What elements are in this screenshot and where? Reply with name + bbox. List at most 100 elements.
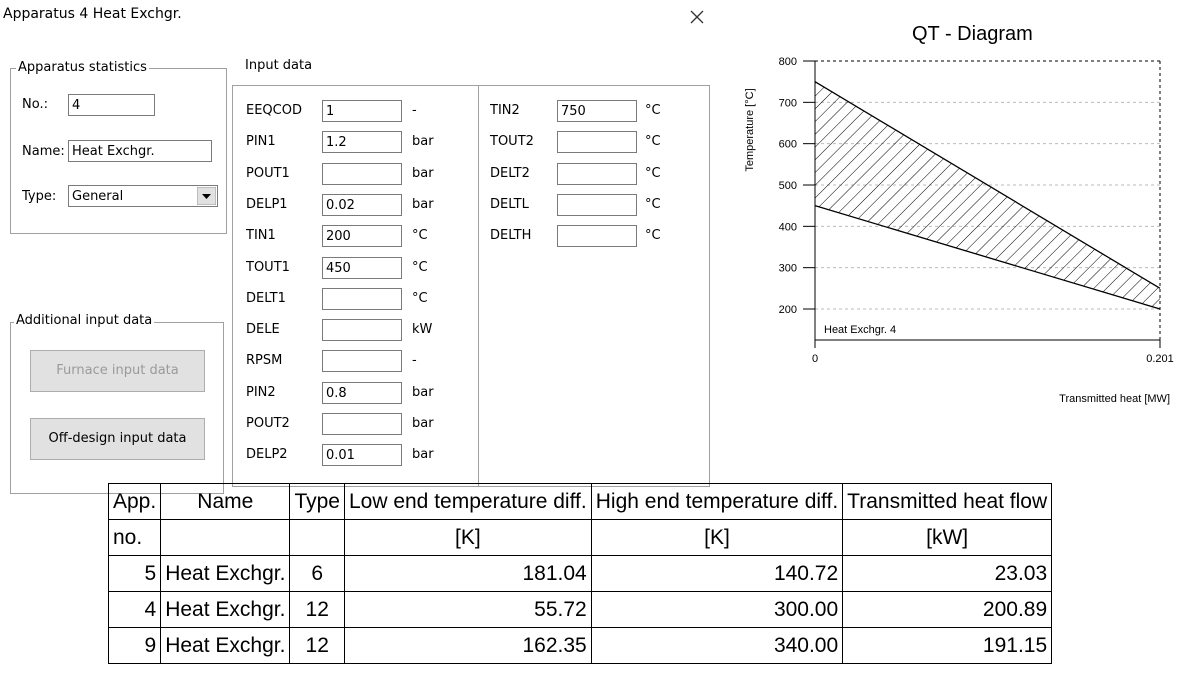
field-input[interactable]: 1.2 — [322, 131, 402, 154]
y-tick-label: 200 — [779, 304, 797, 316]
field-input[interactable] — [557, 162, 637, 185]
field-label: EEQCOD — [246, 103, 302, 118]
table-cell: High end temperature diff. — [590, 483, 844, 520]
y-tick-label: 800 — [779, 56, 797, 68]
field-input[interactable] — [322, 162, 402, 185]
field-input[interactable]: 0.02 — [322, 193, 402, 216]
x-tick-label: 0.201 — [1146, 353, 1174, 365]
y-tick-label: 500 — [779, 180, 797, 192]
annotation: Heat Exchgr. 4 — [824, 324, 896, 336]
field-unit: bar — [412, 196, 434, 212]
field-input[interactable] — [322, 413, 402, 435]
field-input[interactable]: 1 — [322, 100, 402, 122]
field-label: TOUT1 — [246, 259, 290, 275]
table-cell: 12 — [289, 627, 345, 664]
chart-title: QT - Diagram — [912, 23, 1033, 45]
field-unit: °C — [645, 196, 661, 212]
table-cell: 5 — [107, 555, 162, 592]
y-tick-label: 300 — [779, 263, 797, 275]
field-input[interactable] — [557, 131, 637, 154]
hatch-area — [815, 81, 1160, 310]
field-label: DELT1 — [246, 290, 286, 306]
window-title: Apparatus 4 Heat Exchgr. — [3, 6, 182, 22]
x-axis-label: Transmitted heat [MW] — [1059, 393, 1170, 405]
table-row: App. Name Type Low end temperature diff. Hig… — [107, 483, 1053, 520]
name-input[interactable]: Heat Exchgr. — [68, 140, 212, 162]
field-unit: bar — [412, 134, 434, 150]
field-input[interactable]: 0.01 — [322, 444, 402, 467]
field-unit: bar — [412, 447, 434, 463]
field-label: TIN2 — [490, 103, 520, 118]
field-unit: - — [412, 103, 417, 118]
group-title: Apparatus statistics — [16, 60, 149, 75]
table-cell: 181.04 — [343, 555, 592, 592]
field-input[interactable]: 750 — [557, 100, 637, 122]
table-cell: 191.15 — [842, 627, 1053, 664]
table-cell: Transmitted heat flow — [842, 483, 1053, 520]
group-title: Additional input data — [14, 313, 155, 328]
table-row: 5 Heat Exchgr. 6 181.04 140.72 23.03 — [107, 555, 1053, 592]
table-cell: 4 — [107, 591, 162, 628]
series-line — [814, 81, 1161, 289]
table-cell: 23.03 — [842, 555, 1053, 592]
field-input[interactable] — [322, 287, 402, 310]
table-cell: App. — [107, 483, 162, 520]
table-cell: 140.72 — [590, 555, 844, 592]
field-unit: °C — [412, 259, 428, 275]
table-cell: 55.72 — [343, 591, 592, 628]
table-cell: Heat Exchgr. — [160, 555, 291, 592]
table-cell: 162.35 — [343, 627, 592, 664]
table-cell: 300.00 — [590, 591, 844, 628]
table-row: 9 Heat Exchgr. 12 162.35 340.00 191.15 — [107, 627, 1053, 664]
x-tick-label: 0 — [812, 353, 818, 365]
field-label: POUT1 — [246, 165, 290, 181]
type-select[interactable]: General — [68, 185, 218, 207]
table-cell: [K] — [590, 519, 844, 556]
field-input[interactable] — [322, 319, 402, 342]
field-input[interactable]: 450 — [322, 256, 402, 279]
table-row: no. [K] [K] [kW] — [107, 519, 1053, 556]
field-unit: bar — [412, 384, 434, 400]
field-input[interactable]: 0.8 — [322, 381, 402, 404]
field-unit: °C — [412, 290, 428, 306]
field-label: PIN1 — [246, 134, 276, 150]
field-input[interactable] — [557, 193, 637, 216]
no-input[interactable]: 4 — [68, 94, 155, 116]
field-label: TOUT2 — [490, 134, 534, 150]
field-label: POUT2 — [246, 416, 290, 431]
table-cell: 12 — [289, 591, 345, 628]
y-axis-label: Temperature [°C] — [744, 88, 756, 171]
button: Furnace input data — [30, 350, 205, 392]
table-row: 4 Heat Exchgr. 12 55.72 300.00 200.89 — [107, 591, 1053, 628]
field-input[interactable] — [557, 225, 637, 248]
field-label: DELP1 — [246, 196, 288, 212]
label: No.: — [22, 97, 48, 112]
field-input[interactable]: 200 — [322, 225, 402, 248]
series-line — [814, 205, 1161, 310]
table-cell: [K] — [343, 519, 592, 556]
table-cell: Heat Exchgr. — [160, 591, 291, 628]
dropdown-arrow[interactable] — [197, 187, 216, 205]
table-cell: 200.89 — [842, 591, 1053, 628]
table-cell: 9 — [107, 627, 162, 664]
y-tick-label: 600 — [779, 139, 797, 151]
field-label: DELTL — [490, 196, 529, 212]
y-tick-label: 400 — [779, 221, 797, 233]
field-unit: °C — [645, 228, 661, 244]
close-button[interactable] — [690, 10, 704, 24]
field-unit: °C — [412, 228, 428, 244]
qt-chart: QT - Diagram Temperature [°C] Transmitte… — [744, 23, 1174, 405]
field-label: RPSM — [246, 353, 283, 369]
field-unit: bar — [412, 165, 434, 181]
table-cell: 6 — [289, 555, 345, 592]
field-input[interactable] — [322, 350, 402, 373]
field-label: TIN1 — [246, 228, 276, 244]
table-cell — [160, 519, 291, 556]
button[interactable]: Off-design input data — [30, 418, 205, 460]
group-box — [10, 322, 224, 494]
field-label: DELE — [246, 322, 280, 338]
table-cell: Type — [289, 483, 345, 520]
label: Type: — [22, 189, 57, 204]
field-unit: °C — [645, 165, 661, 181]
